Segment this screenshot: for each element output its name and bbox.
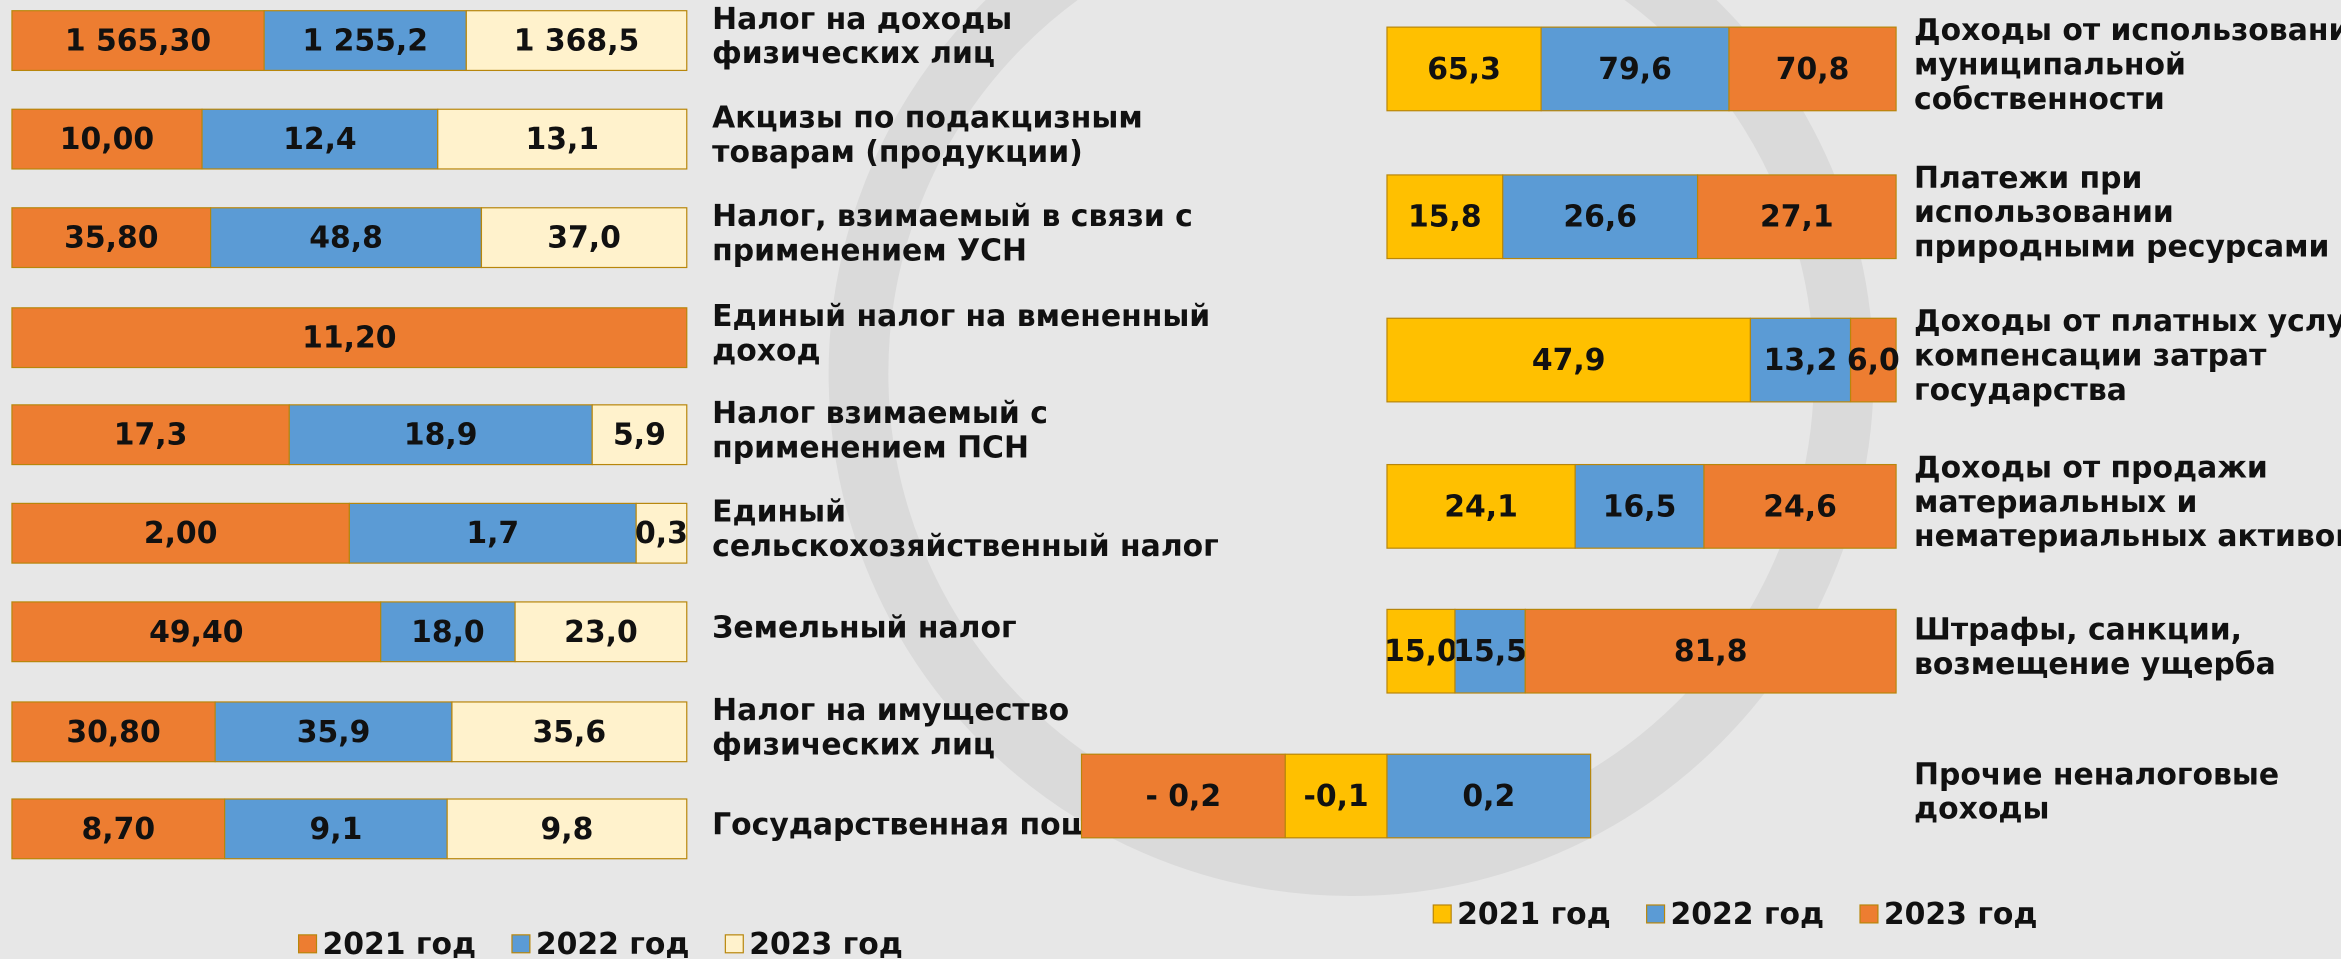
category-label: товарам (продукции): [712, 135, 1083, 170]
value-label: 15,8: [1408, 200, 1482, 235]
legend-swatch: [299, 935, 317, 953]
category-label: использовании: [1914, 195, 2174, 230]
value-label: 10,00: [60, 122, 154, 157]
category-label: сельскохозяйственный налог: [712, 529, 1219, 564]
category-label: Налог на имущество: [712, 693, 1069, 728]
legend-label: 2021 год: [322, 927, 476, 959]
category-label: государства: [1914, 373, 2127, 408]
category-label: муниципальной: [1914, 47, 2186, 82]
category-label: Прочие неналоговые: [1914, 757, 2279, 792]
category-label: компенсации затрат: [1914, 339, 2267, 374]
category-label: возмещение ущерба: [1914, 647, 2276, 682]
value-label: 17,3: [114, 418, 188, 453]
value-label: 9,1: [309, 812, 362, 847]
value-label: 2,00: [144, 516, 218, 551]
value-label: 16,5: [1603, 489, 1677, 524]
category-label: Налог на доходы: [712, 2, 1012, 37]
value-label: 1 368,5: [514, 24, 640, 59]
category-label: Доходы от использования: [1914, 13, 2341, 48]
value-label: 48,8: [309, 221, 383, 256]
value-label: 27,1: [1760, 200, 1834, 235]
category-label: Штрафы, санкции,: [1914, 613, 2242, 648]
value-label: 24,1: [1444, 489, 1518, 524]
category-label: физических лиц: [712, 36, 995, 71]
category-label: Налог, взимаемый в связи с: [712, 199, 1193, 234]
category-label: применением УСН: [712, 233, 1027, 268]
value-label: 13,2: [1764, 343, 1838, 378]
value-label: 37,0: [547, 221, 621, 256]
category-label: Единый налог на вмененный: [712, 299, 1210, 334]
legend-swatch: [1647, 905, 1665, 923]
category-label: доходы: [1914, 792, 2049, 827]
value-label: 30,80: [66, 715, 160, 750]
category-label: собственности: [1914, 82, 2165, 117]
legend-label: 2021 год: [1457, 897, 1611, 932]
category-label: физических лиц: [712, 727, 995, 762]
value-label: 23,0: [564, 615, 638, 650]
value-label: 26,6: [1563, 200, 1637, 235]
legend-label: 2022 год: [1671, 897, 1825, 932]
legend-label: 2023 год: [1884, 897, 2038, 932]
category-label: Акцизы по подакцизным: [712, 100, 1143, 135]
category-label: доход: [712, 333, 820, 368]
category-label: Платежи при: [1914, 161, 2142, 196]
value-label: 49,40: [149, 615, 243, 650]
value-label: 18,9: [404, 418, 478, 453]
chart: 1 565,301 255,21 368,5Налог на доходыфиз…: [0, 0, 2341, 959]
value-label: 8,70: [81, 812, 155, 847]
value-label: 1 565,30: [65, 24, 211, 59]
value-label: - 0,2: [1146, 779, 1222, 814]
value-label: 35,80: [64, 221, 158, 256]
category-label: природными ресурсами: [1914, 230, 2329, 265]
value-label: 11,20: [302, 321, 396, 356]
category-label: Доходы от платных услуг и: [1914, 304, 2341, 339]
legend-swatch: [725, 935, 743, 953]
value-label: 15,5: [1453, 634, 1527, 669]
value-label: -0,1: [1303, 779, 1368, 814]
legend-label: 2022 год: [536, 927, 690, 959]
value-label: 5,9: [613, 418, 666, 453]
value-label: 65,3: [1427, 52, 1501, 87]
legend-swatch: [512, 935, 530, 953]
category-label: материальных и: [1914, 485, 2197, 520]
value-label: 79,6: [1598, 52, 1672, 87]
value-label: 0,3: [635, 516, 688, 551]
value-label: 6,0: [1847, 343, 1900, 378]
category-label: Доходы от продажи: [1914, 451, 2268, 486]
value-label: 15,0: [1384, 634, 1458, 669]
legend-swatch: [1433, 905, 1451, 923]
value-label: 24,6: [1763, 489, 1837, 524]
category-label: нематериальных активов: [1914, 519, 2341, 554]
page: 1 565,301 255,21 368,5Налог на доходыфиз…: [0, 0, 2341, 959]
value-label: 12,4: [283, 122, 357, 157]
category-label: Единый: [712, 495, 846, 530]
category-label: применением ПСН: [712, 430, 1029, 465]
value-label: 81,8: [1674, 634, 1748, 669]
category-label: Налог взимаемый с: [712, 396, 1048, 431]
value-label: 18,0: [411, 615, 485, 650]
legend-swatch: [1860, 905, 1878, 923]
value-label: 1 255,2: [302, 24, 428, 59]
legend-label: 2023 год: [749, 927, 903, 959]
value-label: 1,7: [466, 516, 519, 551]
value-label: 47,9: [1532, 343, 1606, 378]
value-label: 9,8: [541, 812, 594, 847]
value-label: 70,8: [1776, 52, 1850, 87]
value-label: 13,1: [525, 122, 599, 157]
value-label: 35,6: [533, 715, 607, 750]
category-label: Земельный налог: [712, 610, 1016, 645]
value-label: 0,2: [1462, 779, 1515, 814]
value-label: 35,9: [297, 715, 371, 750]
